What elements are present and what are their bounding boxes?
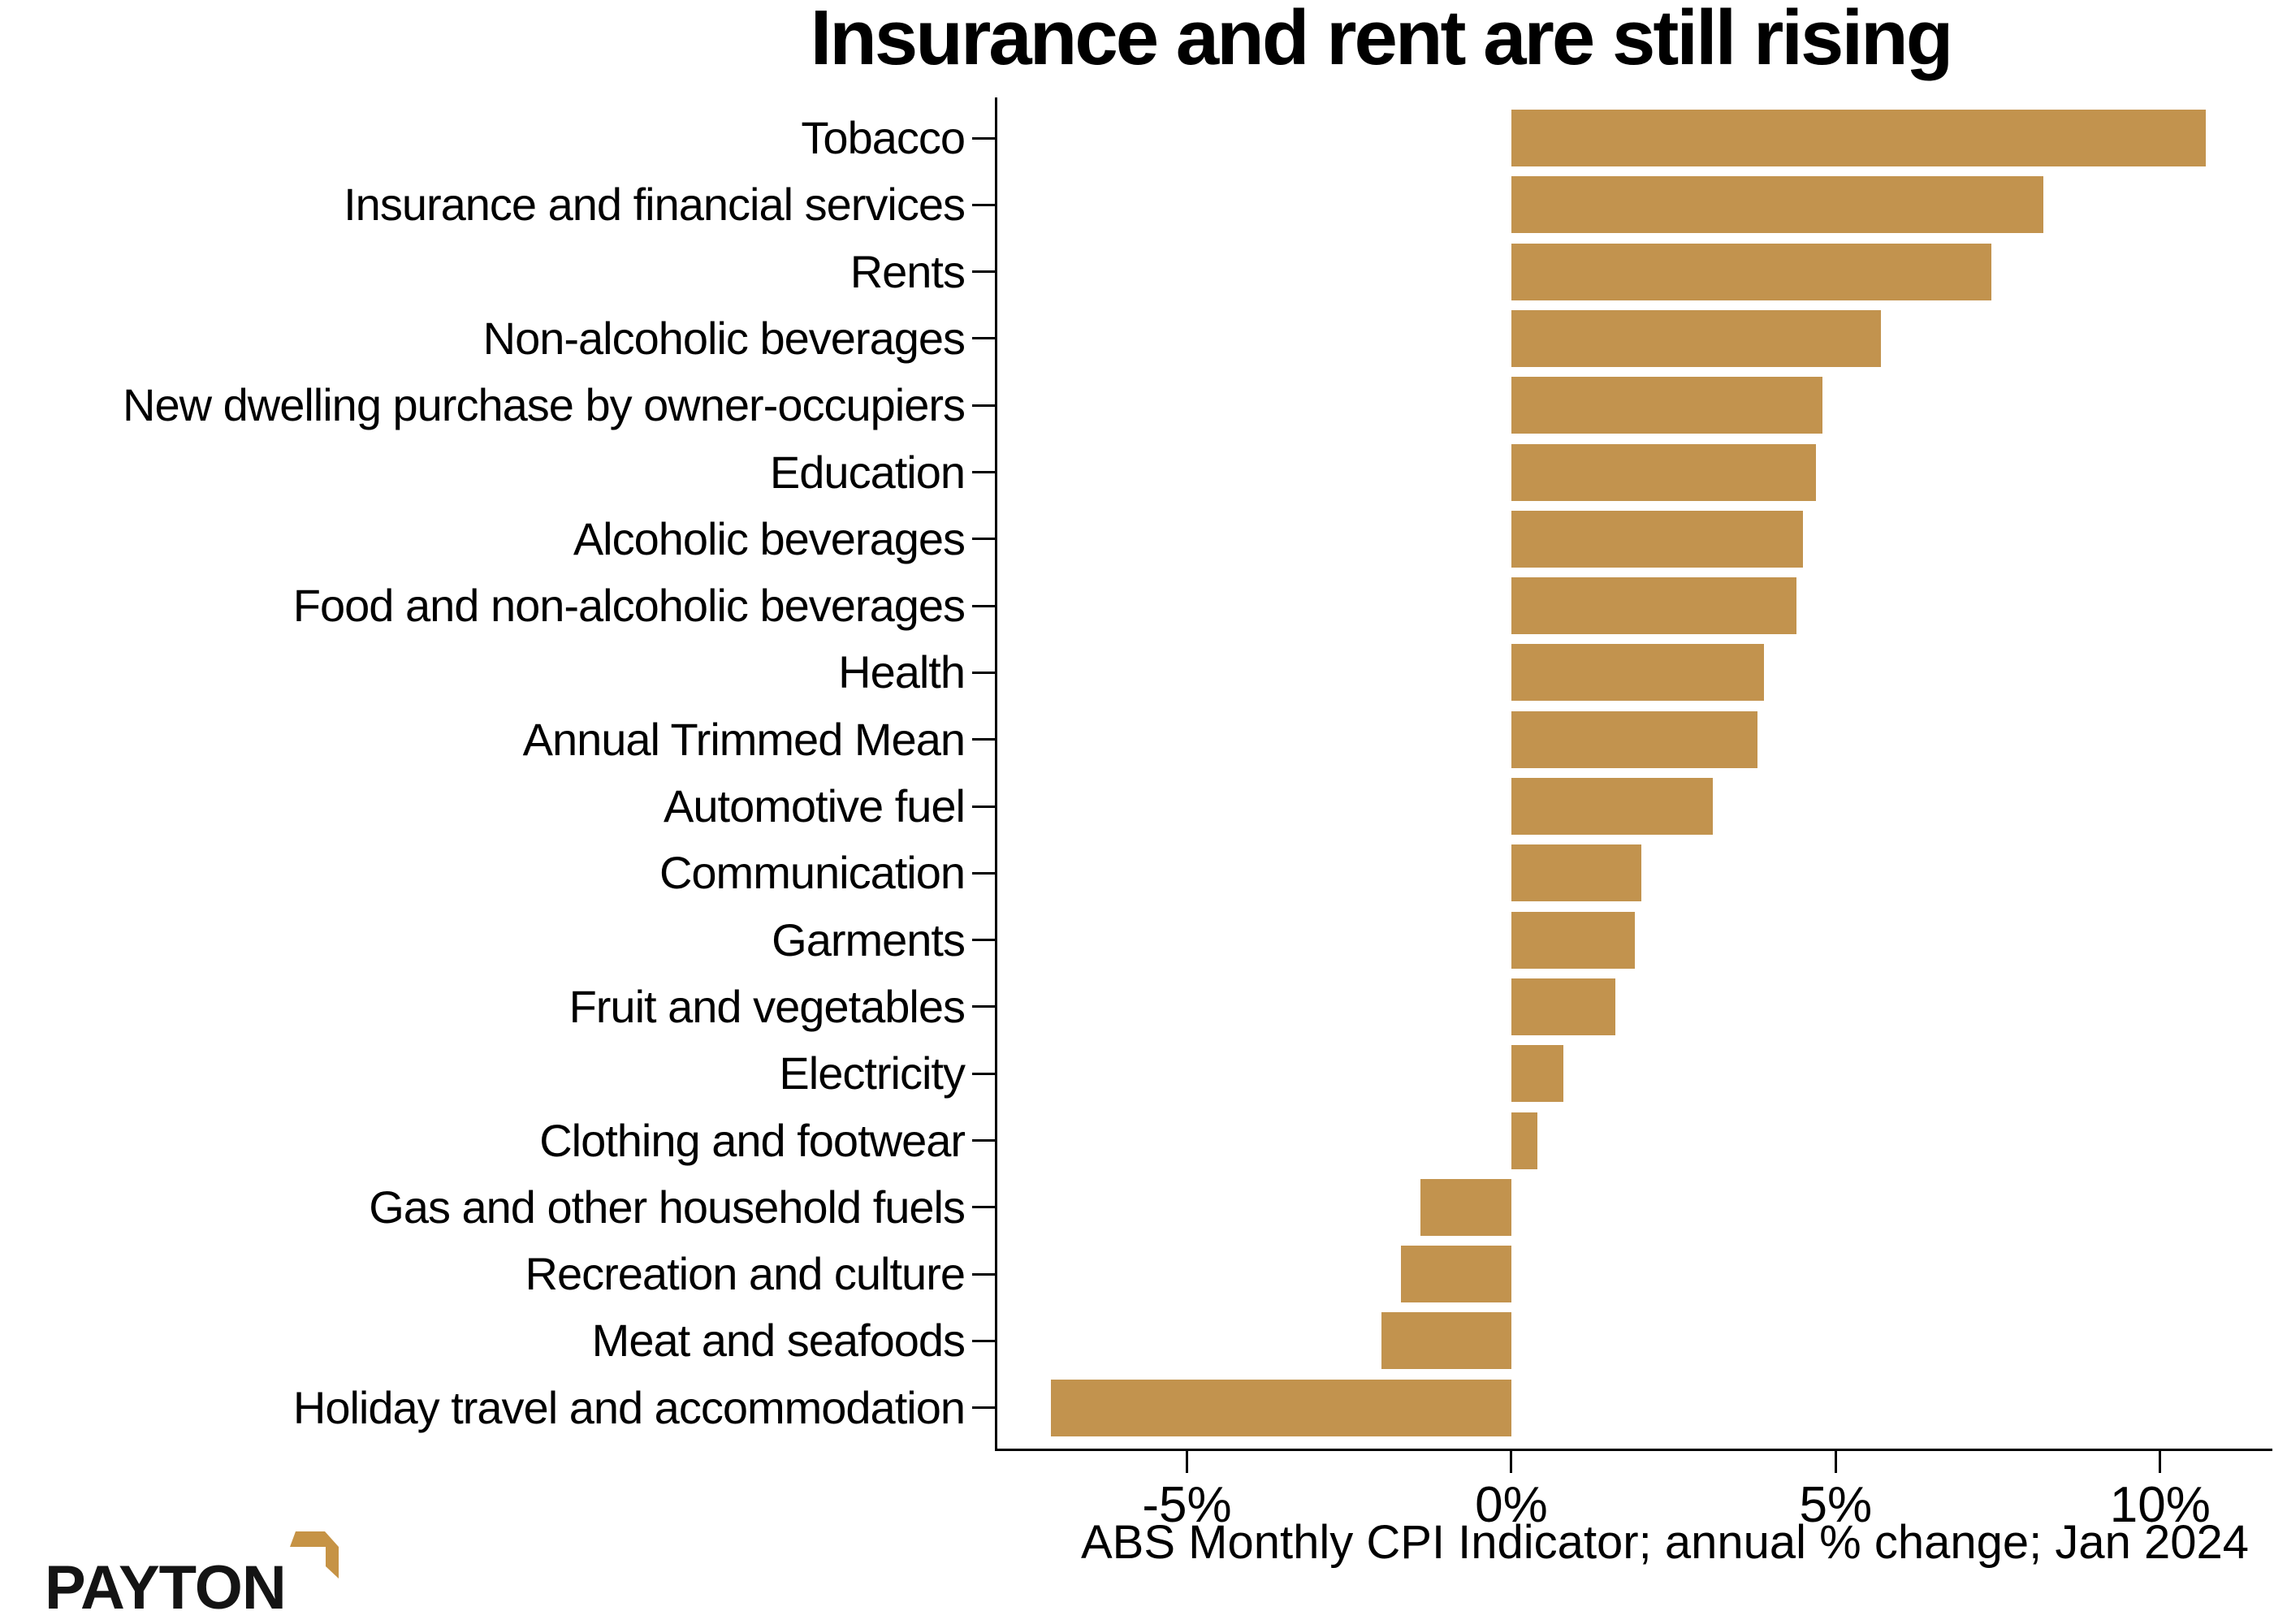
bar — [1511, 110, 2206, 166]
category-label: Food and non-alcoholic beverages — [292, 580, 966, 632]
bar — [1511, 911, 1635, 969]
y-axis-tick — [972, 270, 995, 274]
x-axis-caption: ABS Monthly CPI Indicator; annual % chan… — [1081, 1516, 2249, 1569]
y-axis-tick — [972, 604, 995, 607]
bar — [1401, 1246, 1511, 1303]
category-label: Recreation and culture — [525, 1248, 966, 1300]
page-title: Insurance and rent are still rising — [810, 0, 1954, 81]
x-axis-tick-label: -5% — [1142, 1477, 1232, 1533]
bar — [1511, 1112, 1537, 1169]
y-axis-tick — [972, 1206, 995, 1209]
bar — [1511, 577, 1797, 635]
payton-logo-text: PAYTON — [45, 1553, 287, 1622]
x-axis-tick — [2159, 1449, 2162, 1473]
bar — [1420, 1178, 1511, 1236]
category-label: Annual Trimmed Mean — [522, 713, 966, 765]
bar — [1511, 377, 1823, 434]
x-axis-tick-label: 0% — [1475, 1477, 1548, 1533]
category-label: Holiday travel and accommodation — [292, 1381, 966, 1433]
bar — [1511, 978, 1615, 1035]
bar — [1511, 778, 1713, 835]
bar — [1511, 510, 1804, 568]
category-label: Non-alcoholic beverages — [482, 312, 966, 364]
y-axis-tick — [972, 538, 995, 541]
category-label: Meat and seafoods — [591, 1315, 966, 1367]
x-axis-tick-label: 5% — [1799, 1477, 1873, 1533]
category-label: Clothing and footwear — [539, 1114, 966, 1166]
y-axis-tick — [972, 136, 995, 140]
bar — [1511, 644, 1765, 702]
y-axis-tick — [972, 871, 995, 875]
bar — [1511, 844, 1641, 902]
y-axis-tick — [972, 1005, 995, 1009]
bar — [1511, 243, 1992, 300]
bar — [1381, 1312, 1511, 1370]
y-axis-tick — [972, 1139, 995, 1142]
bar — [1050, 1379, 1511, 1436]
category-label: Tobacco — [801, 112, 966, 163]
x-axis-tick — [1834, 1449, 1837, 1473]
y-axis-tick — [972, 738, 995, 741]
y-axis — [995, 97, 997, 1449]
bar — [1511, 309, 1882, 367]
y-axis-tick — [972, 471, 995, 473]
bar — [1511, 1045, 1563, 1103]
category-label: Education — [769, 446, 966, 498]
category-label: Electricity — [779, 1047, 966, 1099]
category-label: Garments — [772, 914, 966, 965]
category-label: Rents — [850, 245, 966, 297]
y-axis-tick — [972, 337, 995, 340]
category-label: New dwelling purchase by owner-occupiers — [123, 379, 966, 431]
category-label: Insurance and financial services — [344, 179, 966, 231]
y-axis-tick — [972, 939, 995, 942]
x-axis — [995, 1449, 2272, 1451]
x-axis-tick-label: 10% — [2109, 1477, 2211, 1533]
y-axis-tick — [972, 805, 995, 808]
x-axis-tick — [1510, 1449, 1513, 1473]
logo-mark-tail-shape — [326, 1547, 339, 1579]
category-label: Alcoholic beverages — [573, 512, 966, 564]
payton-logo-mark-icon — [290, 1531, 339, 1579]
category-label: Health — [838, 646, 966, 698]
logo-mark-top-shape — [290, 1531, 339, 1547]
bar — [1511, 710, 1758, 768]
category-label: Automotive fuel — [664, 780, 966, 831]
category-label: Gas and other household fuels — [369, 1181, 966, 1233]
category-label: Communication — [659, 847, 966, 899]
bar — [1511, 176, 2043, 234]
y-axis-tick — [972, 1339, 995, 1342]
y-axis-tick — [972, 1072, 995, 1075]
y-axis-tick — [972, 1406, 995, 1410]
y-axis-tick — [972, 1272, 995, 1276]
bar — [1511, 443, 1817, 501]
x-axis-tick — [1185, 1449, 1188, 1473]
y-axis-tick — [972, 203, 995, 206]
y-axis-tick — [972, 671, 995, 674]
y-axis-tick — [972, 404, 995, 407]
category-label: Fruit and vegetables — [568, 980, 966, 1032]
